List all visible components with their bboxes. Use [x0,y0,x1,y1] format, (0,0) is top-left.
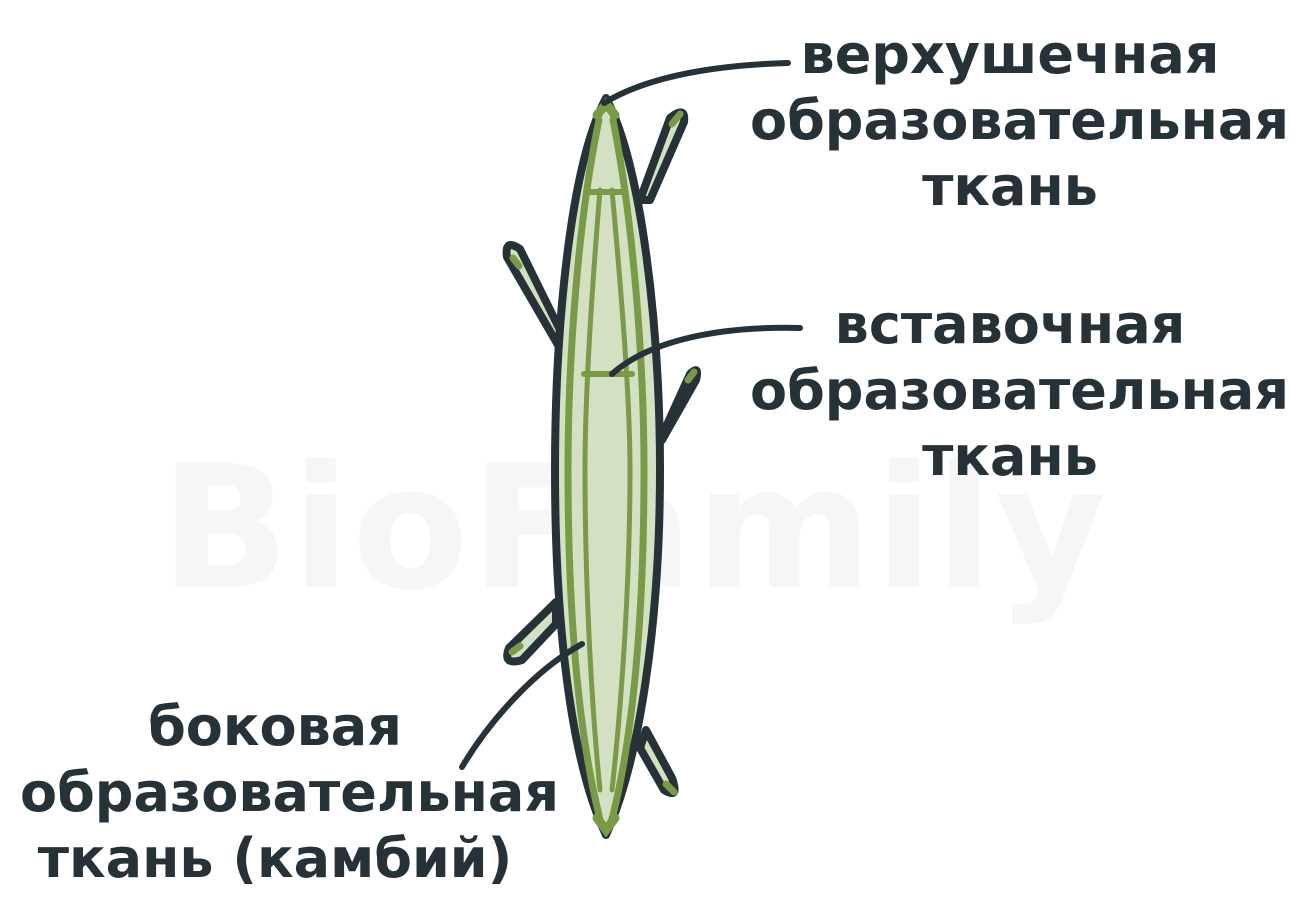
label-intercalary-line-1: вставочная [834,293,1186,356]
label-intercalary-line-3: ткань [922,425,1098,488]
label-lateral-line-1: боковая [148,695,402,758]
label-lateral-line-2: образовательная [20,761,560,824]
leaf-upper-left [502,241,564,349]
lateral-meristem-right [609,116,648,819]
leader-apical [601,60,791,106]
label-lateral-line-3: ткань (камбий) [37,827,513,890]
leaf-tip-upper-left [509,254,523,270]
bottom-tip [592,813,620,838]
leader-lateral [459,641,585,770]
label-intercalary-meristem: вставочная образовательная ткань [750,292,1290,490]
leaf-tip-upper-right [668,110,684,128]
label-apical-line-1: верхушечная [800,23,1220,86]
inner-line-right [609,187,633,793]
leader-intercalary [609,324,803,377]
leaf-upper-right [636,108,689,204]
lateral-meristem-left [564,116,603,819]
label-lateral-meristem: боковая образовательная ткань (камбий) [20,694,560,892]
label-apical-line-2: образовательная [750,89,1290,152]
leaf-tip-lower-left [508,642,524,656]
label-apical-line-3: ткань [922,155,1098,218]
label-intercalary-line-2: образовательная [750,359,1290,422]
leaf-tip-middle-right [684,368,698,384]
label-apical-meristem: верхушечная образовательная ткань [750,22,1290,220]
leaf-tip-lower-right [662,780,678,796]
inner-line-left [582,187,603,793]
